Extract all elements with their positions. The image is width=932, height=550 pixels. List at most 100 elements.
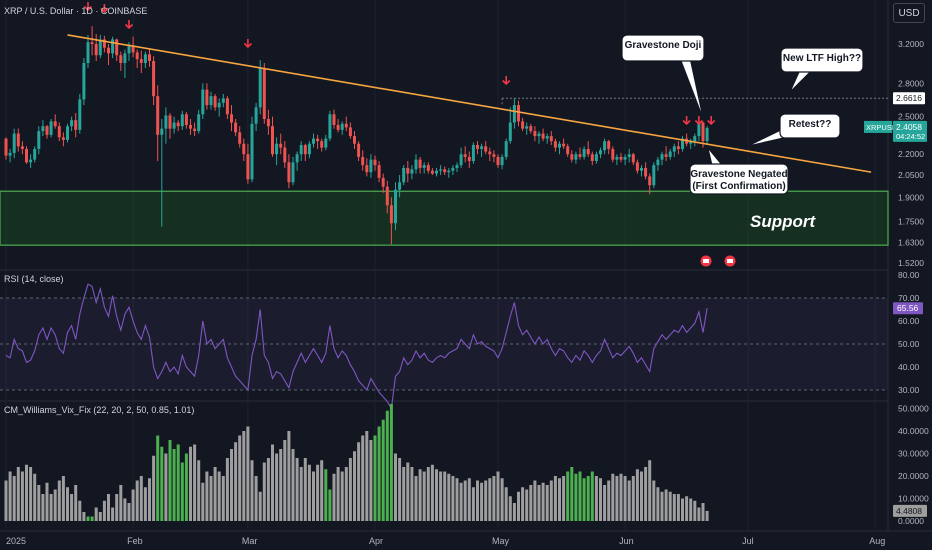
candle-body — [525, 126, 529, 129]
price-tick-label: 2.0500 — [898, 170, 924, 180]
candle-body — [90, 42, 94, 44]
vix-bar — [656, 487, 660, 521]
vix-tick-label: 10.0000 — [898, 494, 929, 504]
candle-body — [406, 167, 410, 174]
vix-bar — [209, 476, 213, 521]
candle-body — [676, 146, 680, 149]
vix-bar — [312, 471, 315, 521]
vix-bar — [607, 480, 611, 521]
vix-bar — [316, 464, 320, 521]
vix-bar — [603, 485, 607, 521]
vix-bar — [307, 464, 311, 521]
vix-bar — [16, 467, 20, 521]
vix-bar — [377, 426, 381, 521]
vix-bar — [631, 476, 635, 521]
vix-fix-histogram — [4, 404, 709, 521]
vix-tick-label: 40.0000 — [898, 426, 929, 436]
vix-bar — [660, 491, 664, 521]
candle-body — [611, 148, 615, 160]
candle-body — [410, 169, 414, 174]
vix-bar — [340, 471, 344, 521]
vix-bar — [549, 480, 553, 521]
gravestone-negated-pointer — [707, 147, 724, 166]
candle-body — [619, 156, 623, 160]
candle-body — [348, 127, 352, 137]
candle-body — [86, 42, 90, 63]
candle-body — [168, 115, 172, 129]
vix-bar — [611, 473, 615, 521]
candle-body — [672, 146, 676, 152]
vix-bar — [430, 464, 434, 521]
candle-body — [123, 53, 127, 63]
candle-body — [156, 96, 160, 135]
vix-bar — [381, 419, 385, 521]
vix-bar — [143, 487, 147, 521]
vix-bar — [541, 482, 545, 521]
vix-bar — [476, 480, 479, 521]
vix-bar — [545, 485, 549, 521]
vix-bar — [463, 480, 467, 521]
vix-bar — [197, 460, 201, 521]
candle-body — [521, 121, 525, 129]
vix-bar — [176, 444, 180, 521]
candle-body — [418, 159, 422, 168]
candle-body — [459, 154, 463, 166]
vix-bar — [701, 503, 705, 521]
vix-bar — [168, 440, 172, 521]
candle-body — [476, 145, 479, 149]
candle-body — [49, 121, 53, 135]
countdown-tag: 04:24:52 — [896, 132, 925, 141]
candle-body — [148, 54, 151, 62]
vix-bar — [152, 455, 156, 521]
vix-bar — [107, 494, 110, 521]
candle-body — [365, 165, 369, 173]
candle-body — [582, 148, 586, 157]
vix-bar — [517, 491, 520, 521]
rsi-line — [5, 283, 708, 411]
support-zone-rect — [0, 190, 889, 246]
candle-body — [668, 151, 672, 157]
candle-body — [701, 122, 705, 142]
vix-bar — [102, 500, 106, 521]
candle-body — [344, 123, 348, 128]
candle-body — [681, 138, 684, 149]
candle-body — [139, 59, 143, 63]
vix-bar — [471, 487, 475, 521]
candle-body — [541, 133, 545, 139]
candle-body — [467, 156, 471, 161]
vix-bar — [271, 444, 274, 521]
vix-bar — [619, 473, 623, 521]
rsi-tick-label: 30.00 — [898, 385, 920, 395]
candle-body — [705, 127, 709, 142]
vix-bar — [348, 458, 352, 521]
vix-bar — [4, 480, 8, 521]
candle-body — [623, 156, 627, 160]
candle-body — [160, 128, 164, 135]
vix-bar — [488, 478, 492, 521]
candle-body — [135, 52, 139, 60]
vix-bar — [123, 498, 127, 521]
vix-bar — [406, 462, 410, 521]
candle-body — [369, 159, 373, 173]
candle-body — [562, 143, 566, 147]
vix-bar — [508, 496, 512, 521]
candle-body — [693, 136, 697, 142]
candle-body — [635, 162, 639, 171]
vix-bar — [644, 467, 648, 521]
vix-bar — [492, 476, 496, 521]
vix-bar — [217, 471, 221, 521]
sell-arrow-icon — [243, 39, 252, 49]
vix-bar — [566, 471, 570, 521]
vix-bar — [652, 480, 656, 521]
vix-bar — [328, 489, 332, 521]
symbol-tag: XRPUSD — [866, 123, 898, 132]
candle-body — [644, 167, 648, 177]
vix-bar — [361, 435, 365, 521]
vix-bar — [234, 442, 238, 521]
vix-bar — [242, 431, 246, 521]
currency-button[interactable]: USD — [893, 3, 925, 23]
vix-bar — [29, 467, 33, 521]
vix-bar — [8, 471, 12, 521]
vix-bar — [135, 480, 139, 521]
vix-bar — [320, 460, 324, 521]
